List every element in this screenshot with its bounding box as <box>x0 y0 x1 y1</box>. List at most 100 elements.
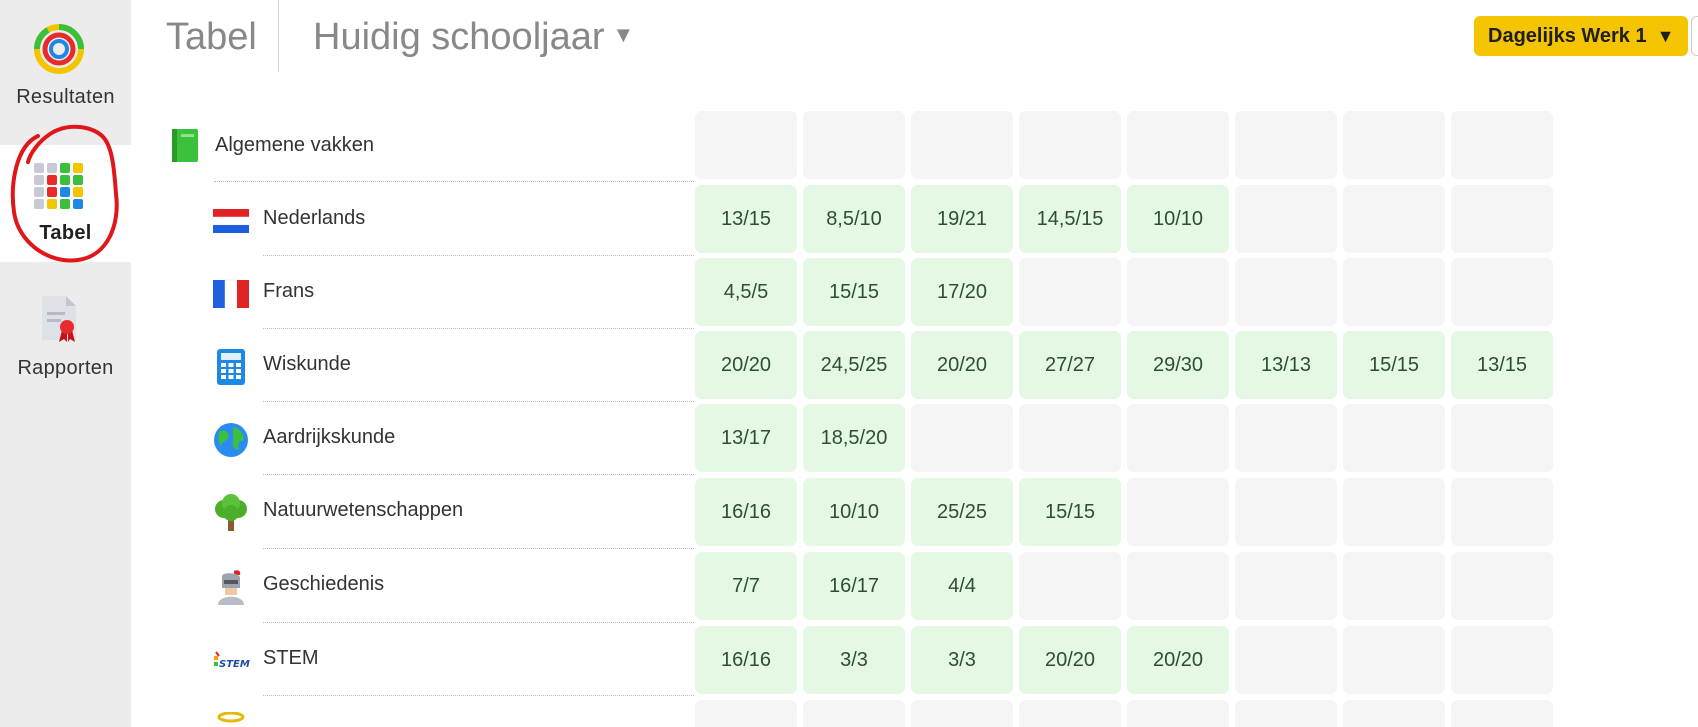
sidebar-item-rapporten[interactable]: Rapporten <box>0 262 131 392</box>
empty-score-cell <box>1127 700 1229 727</box>
empty-score-cell <box>1235 552 1337 620</box>
score-cell[interactable]: 15/15 <box>1343 331 1445 399</box>
score-cell[interactable]: 16/16 <box>695 626 797 694</box>
empty-score-cell <box>1451 478 1553 546</box>
subject-row-aardrijkskunde[interactable]: Aardrijkskunde <box>212 402 694 475</box>
subject-row-natuurwetenschappen[interactable]: Natuurwetenschappen <box>212 475 694 548</box>
score-cell[interactable]: 17/20 <box>911 258 1013 326</box>
score-cell[interactable]: 14,5/15 <box>1019 185 1121 253</box>
empty-score-cell <box>1343 111 1445 179</box>
subject-name: Natuurwetenschappen <box>263 499 464 521</box>
sidebar-item-tabel[interactable]: Tabel <box>0 145 131 262</box>
score-cell[interactable]: 13/17 <box>695 404 797 472</box>
row-divider <box>263 328 694 329</box>
score-cell[interactable]: 20/20 <box>695 331 797 399</box>
score-cell[interactable]: 20/20 <box>1127 626 1229 694</box>
empty-score-cell <box>1451 404 1553 472</box>
score-cell[interactable]: 13/13 <box>1235 331 1337 399</box>
category-name: Algemene vakken <box>215 134 374 156</box>
subject-row-geschiedenis[interactable]: Geschiedenis <box>212 549 694 622</box>
empty-score-cell <box>695 111 797 179</box>
empty-score-cell <box>1343 185 1445 253</box>
empty-score-cell <box>1127 404 1229 472</box>
calculator-icon <box>212 348 250 386</box>
score-cell[interactable]: 27/27 <box>1019 331 1121 399</box>
empty-score-cell <box>1019 258 1121 326</box>
page-title: Tabel <box>166 16 257 58</box>
empty-score-cell <box>1235 478 1337 546</box>
empty-score-cell <box>1019 404 1121 472</box>
score-cell[interactable]: 13/15 <box>695 185 797 253</box>
period-dropdown-button[interactable]: Dagelijks Werk 1 ▼ <box>1474 16 1689 56</box>
results-ring-icon <box>32 22 86 81</box>
row-divider <box>263 548 694 549</box>
empty-score-cell <box>1451 552 1553 620</box>
score-cell[interactable]: 16/17 <box>803 552 905 620</box>
school-year-label: Huidig schooljaar <box>313 16 605 58</box>
score-cell[interactable]: 16/16 <box>695 478 797 546</box>
score-cell[interactable]: 29/30 <box>1127 331 1229 399</box>
score-cell[interactable]: 10/10 <box>803 478 905 546</box>
chevron-down-icon: ▼ <box>1656 26 1675 46</box>
score-cell[interactable]: 4,5/5 <box>695 258 797 326</box>
empty-score-cell <box>1451 185 1553 253</box>
empty-score-cell <box>1235 404 1337 472</box>
empty-score-cell <box>803 700 905 727</box>
subject-name: Geschiedenis <box>263 573 385 595</box>
sidebar-item-resultaten[interactable]: Resultaten <box>0 0 131 145</box>
score-cell[interactable]: 24,5/25 <box>803 331 905 399</box>
empty-score-cell <box>803 111 905 179</box>
row-divider <box>263 401 694 402</box>
subject-row-partial[interactable] <box>212 696 694 727</box>
empty-score-cell <box>1451 700 1553 727</box>
score-cell[interactable]: 8,5/10 <box>803 185 905 253</box>
score-cell[interactable]: 15/15 <box>1019 478 1121 546</box>
empty-score-cell <box>1019 111 1121 179</box>
empty-score-cell <box>1235 258 1337 326</box>
empty-score-cell <box>911 404 1013 472</box>
stem-logo-icon: STEM <box>212 642 250 680</box>
score-cell[interactable]: 3/3 <box>803 626 905 694</box>
empty-score-cell <box>911 700 1013 727</box>
subject-row-stem[interactable]: STEM STEM <box>212 623 694 696</box>
empty-score-cell <box>1127 111 1229 179</box>
score-cell[interactable]: 19/21 <box>911 185 1013 253</box>
header-divider <box>278 0 279 72</box>
score-cell[interactable]: 13/15 <box>1451 331 1553 399</box>
empty-score-cell <box>1343 626 1445 694</box>
subject-row-frans[interactable]: Frans <box>212 256 694 329</box>
score-cell[interactable]: 25/25 <box>911 478 1013 546</box>
toolbar-button-partial[interactable] <box>1691 16 1698 56</box>
subject-row-wiskunde[interactable]: Wiskunde <box>212 329 694 402</box>
table-grid-icon <box>34 163 84 216</box>
score-cell[interactable]: 20/20 <box>1019 626 1121 694</box>
empty-score-cell <box>1235 700 1337 727</box>
subject-row-nederlands[interactable]: Nederlands <box>212 183 694 256</box>
score-cell[interactable]: 7/7 <box>695 552 797 620</box>
empty-score-cell <box>1235 626 1337 694</box>
category-row: Algemene vakken <box>170 112 695 182</box>
score-cell[interactable]: 18,5/20 <box>803 404 905 472</box>
report-certificate-icon <box>40 294 80 349</box>
score-cell[interactable]: 3/3 <box>911 626 1013 694</box>
score-cell[interactable]: 4/4 <box>911 552 1013 620</box>
score-cell[interactable]: 10/10 <box>1127 185 1229 253</box>
halo-icon <box>212 711 250 727</box>
chevron-down-icon: ▼ <box>612 21 635 47</box>
sidebar-item-label: Tabel <box>39 222 92 244</box>
empty-score-cell <box>1343 700 1445 727</box>
empty-score-cell <box>1127 258 1229 326</box>
empty-score-cell <box>1235 185 1337 253</box>
knight-icon <box>212 568 250 606</box>
empty-score-cell <box>1343 552 1445 620</box>
sidebar-item-label: Resultaten <box>16 86 115 108</box>
score-cell[interactable]: 20/20 <box>911 331 1013 399</box>
period-label: Dagelijks Werk 1 <box>1488 25 1647 47</box>
sidebar: Resultaten Tabel <box>0 0 131 727</box>
empty-score-cell <box>1127 478 1229 546</box>
empty-score-cell <box>911 111 1013 179</box>
empty-score-cell <box>695 700 797 727</box>
school-year-dropdown[interactable]: Huidig schooljaar ▼ <box>313 16 634 59</box>
subject-name: STEM <box>263 647 319 669</box>
score-cell[interactable]: 15/15 <box>803 258 905 326</box>
